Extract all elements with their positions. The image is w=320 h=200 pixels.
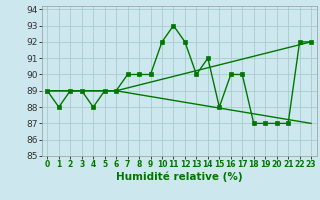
X-axis label: Humidité relative (%): Humidité relative (%) [116, 172, 243, 182]
